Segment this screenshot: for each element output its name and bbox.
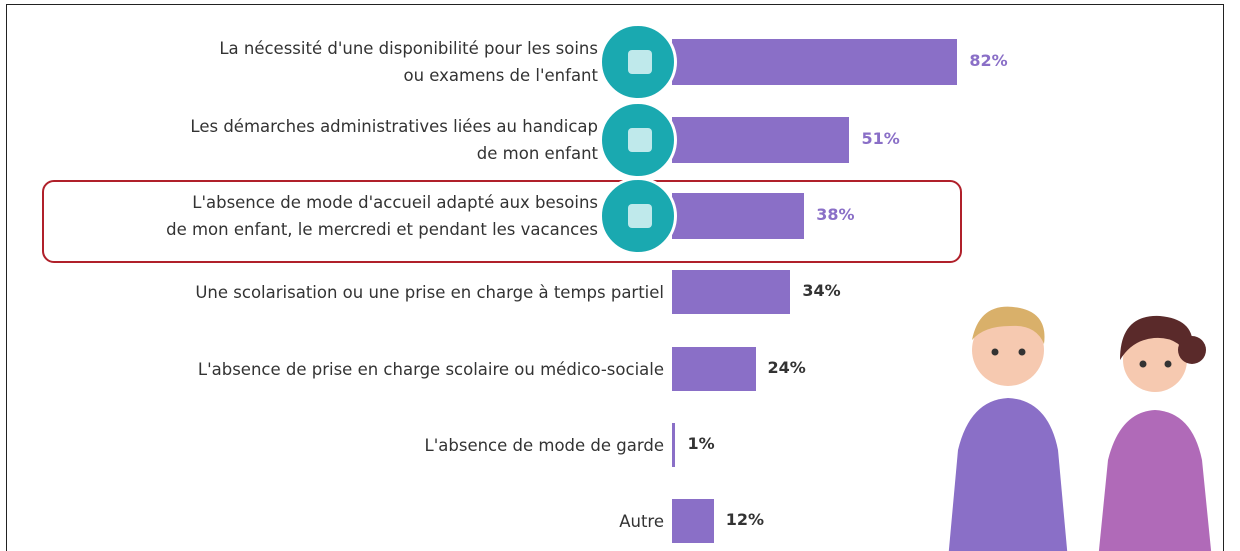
bar <box>672 423 675 467</box>
value-label: 82% <box>969 51 1007 70</box>
bar <box>672 270 790 314</box>
category-label: L'absence de prise en charge scolaire ou… <box>198 356 664 383</box>
value-label: 12% <box>726 510 764 529</box>
bar <box>672 193 804 239</box>
icon <box>599 177 677 255</box>
illustration <box>940 300 1230 551</box>
page: La nécessité d'une disponibilité pour le… <box>0 0 1240 551</box>
category-label: L'absence de mode de garde <box>425 432 664 459</box>
bar <box>672 347 756 391</box>
category-label: La nécessité d'une disponibilité pour le… <box>219 35 598 89</box>
icon <box>599 23 677 101</box>
category-label: L'absence de mode d'accueil adapté aux b… <box>166 189 598 243</box>
icon <box>599 101 677 179</box>
category-label: Autre <box>619 508 664 535</box>
category-label: Une scolarisation ou une prise en charge… <box>195 279 664 306</box>
value-label: 51% <box>861 129 899 148</box>
bar <box>672 39 957 85</box>
category-label: Les démarches administratives liées au h… <box>190 113 598 167</box>
bar <box>672 499 714 543</box>
bar <box>672 117 849 163</box>
value-label: 1% <box>687 434 714 453</box>
value-label: 24% <box>768 358 806 377</box>
value-label: 34% <box>802 281 840 300</box>
value-label: 38% <box>816 205 854 224</box>
